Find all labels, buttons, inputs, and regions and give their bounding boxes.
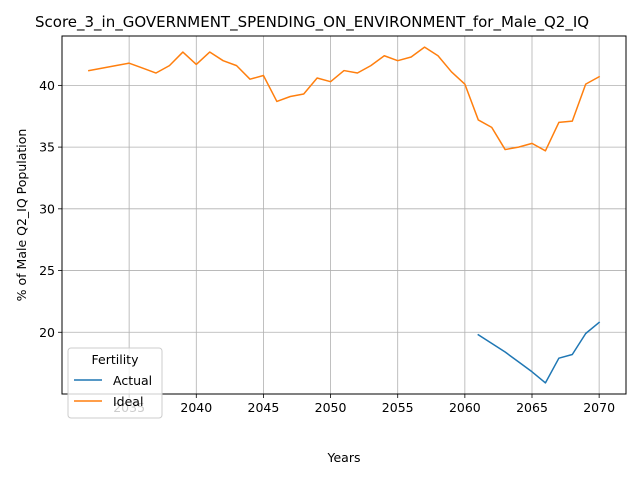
series-line-ideal [87,46,601,152]
y-axis-label: % of Male Q2_IQ Population [14,129,29,302]
x-tick-label: 2045 [248,400,280,415]
legend-title: Fertility [92,352,140,367]
y-tick-label: 30 [39,201,55,216]
y-tick-label: 40 [39,78,55,93]
gridlines [62,36,626,394]
y-tick-label: 25 [39,263,55,278]
x-axis-label: Years [327,450,361,465]
series-line-actual [477,321,601,384]
x-tick-label: 2050 [315,400,347,415]
x-tick-label: 2055 [382,400,414,415]
x-tick-label: 2060 [449,400,481,415]
legend-label-ideal: Ideal [113,394,143,409]
plot-area-frame [61,35,627,395]
x-tick-label: 2040 [180,400,212,415]
chart-title: Score_3_in_GOVERNMENT_SPENDING_ON_ENVIRO… [35,13,589,32]
legend: Fertility Actual Ideal [67,347,163,419]
x-tick-label: 2070 [583,400,615,415]
series-lines [87,46,601,384]
legend-label-actual: Actual [113,373,152,388]
y-tick-label: 20 [39,325,55,340]
x-tick-label: 2065 [516,400,548,415]
y-tick-label: 35 [39,140,55,155]
